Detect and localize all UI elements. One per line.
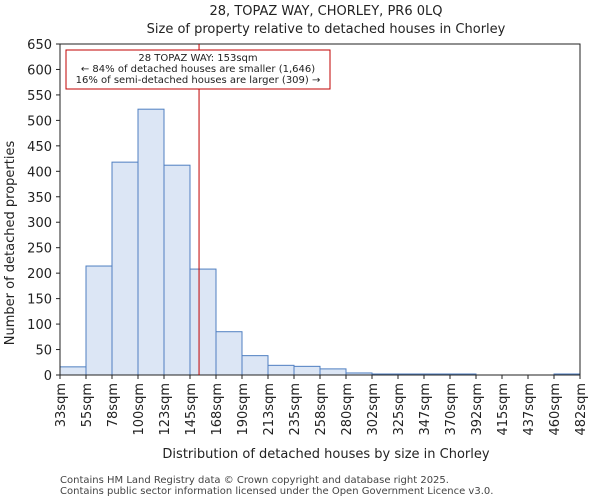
x-tick-label: 168sqm xyxy=(210,383,225,436)
x-tick-label: 482sqm xyxy=(574,383,589,436)
y-tick-label: 200 xyxy=(27,267,52,282)
y-tick-label: 350 xyxy=(27,191,52,206)
x-tick-label: 460sqm xyxy=(548,383,563,436)
y-tick-label: 400 xyxy=(27,165,52,180)
bar-33sqm xyxy=(59,366,87,376)
y-tick-label: 50 xyxy=(35,344,52,359)
y-tick-label: 600 xyxy=(27,63,52,78)
bar-235sqm xyxy=(293,365,321,376)
x-tick-label: 78sqm xyxy=(106,383,121,427)
footer-line-2: Contains public sector information licen… xyxy=(60,486,493,497)
y-tick-label: 550 xyxy=(27,89,52,104)
bar-55sqm xyxy=(85,265,113,376)
bars-group xyxy=(59,108,581,376)
chart-title: 28, TOPAZ WAY, CHORLEY, PR6 0LQ xyxy=(210,4,443,19)
y-tick-label: 500 xyxy=(27,114,52,129)
bar-78sqm xyxy=(111,161,139,376)
y-tick-label: 250 xyxy=(27,242,52,257)
y-tick-label: 150 xyxy=(27,293,52,308)
annotation-line-1: 28 TOPAZ WAY: 153sqm xyxy=(138,53,257,64)
y-tick-label: 300 xyxy=(27,216,52,231)
x-tick-label: 280sqm xyxy=(340,383,355,436)
bar-145sqm xyxy=(189,268,217,376)
x-tick-label: 55sqm xyxy=(80,383,95,427)
x-tick-label: 190sqm xyxy=(236,383,251,436)
bar-168sqm xyxy=(215,331,243,376)
x-tick-label: 392sqm xyxy=(470,383,485,436)
x-tick-label: 325sqm xyxy=(392,383,407,436)
x-axis-label: Distribution of detached houses by size … xyxy=(162,447,489,462)
bar-100sqm xyxy=(137,108,165,376)
x-tick-label: 123sqm xyxy=(158,383,173,436)
plot-frame xyxy=(59,43,581,376)
x-tick-label: 213sqm xyxy=(262,383,277,436)
x-tick-label: 437sqm xyxy=(522,383,537,436)
y-tick-label: 0 xyxy=(44,369,52,384)
x-axis-ticks: 33sqm 55sqm 78sqm 100sqm 123sqm 145sqm 168sqm 1… xyxy=(54,375,589,436)
x-tick-label: 145sqm xyxy=(184,383,199,436)
bar-190sqm xyxy=(241,355,269,376)
annotation-frame xyxy=(65,49,331,90)
x-tick-label: 370sqm xyxy=(444,383,459,436)
x-tick-label: 258sqm xyxy=(314,383,329,436)
x-tick-label: 235sqm xyxy=(288,383,303,436)
x-tick-label: 302sqm xyxy=(366,383,381,436)
y-tick-label: 450 xyxy=(27,140,52,155)
x-tick-label: 415sqm xyxy=(496,383,511,436)
bar-258sqm xyxy=(319,368,347,376)
x-tick-label: 33sqm xyxy=(54,383,69,427)
chart-subtitle: Size of property relative to detached ho… xyxy=(147,22,506,37)
annotation-line-2: ← 84% of detached houses are smaller (1,… xyxy=(81,64,315,75)
annotation-line-3: 16% of semi-detached houses are larger (… xyxy=(76,75,321,86)
y-axis-ticks: 0 50 100 150 200 250 300 350 400 450 500 550 600 650 xyxy=(27,38,60,384)
bar-213sqm xyxy=(267,364,295,376)
x-tick-label: 347sqm xyxy=(418,383,433,436)
bar-123sqm xyxy=(163,164,191,376)
y-tick-label: 100 xyxy=(27,318,52,333)
x-tick-label: 100sqm xyxy=(132,383,147,436)
annotation-box: 28 TOPAZ WAY: 153sqm ← 84% of detached h… xyxy=(65,49,331,90)
footer-line-1: Contains HM Land Registry data © Crown c… xyxy=(60,475,449,486)
y-tick-label: 650 xyxy=(27,38,52,53)
y-axis-label: Number of detached properties xyxy=(3,141,18,346)
